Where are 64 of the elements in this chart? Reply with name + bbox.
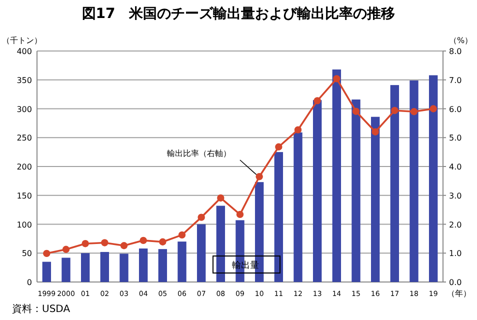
bar [178, 242, 186, 282]
x-axis-title: （年） [447, 289, 471, 298]
bar [352, 100, 360, 282]
y-tick-label: 250 [16, 134, 32, 143]
point [236, 210, 244, 218]
point [294, 126, 302, 134]
point [333, 75, 340, 82]
y2-tick-label: 7.0 [449, 76, 462, 85]
chart-title: 図17 米国のチーズ輸出量および輸出比率の推移 [82, 5, 396, 22]
y-axis-title: （千トン） [2, 36, 42, 45]
bar [80, 253, 90, 282]
bar [332, 69, 342, 282]
bar [138, 248, 148, 282]
point [101, 239, 108, 246]
bar [274, 152, 284, 282]
y2-tick-label: 6.0 [449, 104, 462, 114]
point [217, 194, 224, 202]
text: 資料：USDA [12, 303, 70, 315]
point [43, 250, 50, 258]
y2-tick-label: 0.0 [449, 278, 462, 287]
point [178, 231, 186, 239]
y2-axis-title: （%） [449, 36, 473, 45]
bar [158, 249, 168, 282]
y-tick-label: 100 [16, 220, 32, 230]
y-tick-label: 150 [16, 191, 32, 200]
bar [428, 75, 438, 282]
point [120, 242, 128, 250]
point [430, 105, 437, 112]
point [314, 97, 321, 104]
y2-tick-label: 2.0 [449, 220, 462, 230]
y-tick-label: 300 [16, 104, 32, 114]
point [82, 240, 89, 248]
point [410, 108, 418, 116]
bar [294, 132, 302, 282]
bar [216, 206, 226, 282]
y-tick-label: 400 [16, 47, 32, 56]
bar [370, 116, 380, 282]
point [391, 106, 398, 114]
point [352, 108, 360, 115]
bar [312, 100, 322, 282]
bar [390, 85, 400, 282]
bar [100, 252, 110, 282]
point [275, 143, 282, 150]
bar [410, 80, 418, 282]
bar [62, 258, 70, 282]
point [159, 238, 166, 246]
y-tick-label: 50 [22, 249, 32, 258]
point [140, 236, 147, 244]
point [256, 173, 263, 180]
y-tick-label: 0 [26, 278, 32, 287]
point [198, 214, 205, 221]
y2-tick-label: 1.0 [449, 249, 462, 258]
bar [196, 224, 206, 282]
y2-tick-label: 5.0 [449, 134, 462, 143]
bar [120, 254, 128, 282]
y-tick-label: 200 [16, 162, 32, 172]
point [62, 246, 70, 253]
y2-tick-label: 3.0 [449, 191, 462, 200]
y2-tick-label: 8.0 [449, 47, 462, 56]
bar [42, 262, 52, 282]
text: 輸出比率（右軸） [167, 149, 231, 158]
y2-tick-label: 4.0 [449, 162, 462, 172]
point [372, 128, 379, 136]
y-tick-label: 350 [16, 76, 32, 85]
